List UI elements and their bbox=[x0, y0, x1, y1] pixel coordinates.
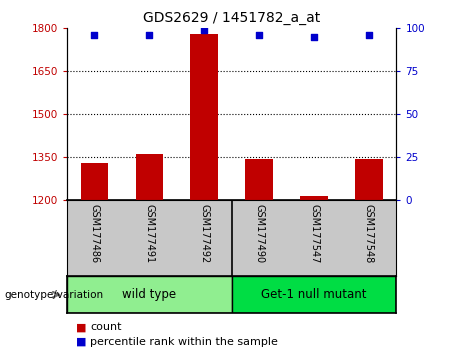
Bar bbox=[81, 163, 108, 200]
Title: GDS2629 / 1451782_a_at: GDS2629 / 1451782_a_at bbox=[143, 11, 320, 24]
Text: GSM177486: GSM177486 bbox=[89, 204, 99, 263]
Bar bbox=[136, 154, 163, 200]
Text: count: count bbox=[90, 322, 121, 332]
Point bbox=[91, 32, 98, 38]
Text: GSM177547: GSM177547 bbox=[309, 204, 319, 263]
Text: GSM177491: GSM177491 bbox=[144, 204, 154, 263]
Point bbox=[365, 32, 372, 38]
Bar bbox=[231, 276, 396, 313]
Bar bbox=[355, 159, 383, 200]
Text: GSM177492: GSM177492 bbox=[199, 204, 209, 263]
Text: GSM177548: GSM177548 bbox=[364, 204, 374, 263]
Text: percentile rank within the sample: percentile rank within the sample bbox=[90, 337, 278, 347]
Text: Get-1 null mutant: Get-1 null mutant bbox=[261, 288, 367, 301]
Bar bbox=[300, 196, 328, 200]
Text: GSM177490: GSM177490 bbox=[254, 204, 264, 263]
Text: ■: ■ bbox=[76, 337, 87, 347]
Bar bbox=[190, 34, 218, 200]
Point bbox=[146, 32, 153, 38]
Text: wild type: wild type bbox=[122, 288, 176, 301]
Point bbox=[255, 32, 263, 38]
Point bbox=[310, 34, 318, 40]
Bar bbox=[67, 276, 231, 313]
Text: genotype/variation: genotype/variation bbox=[5, 290, 104, 300]
Point bbox=[201, 27, 208, 33]
Text: ■: ■ bbox=[76, 322, 87, 332]
Bar bbox=[245, 159, 273, 200]
